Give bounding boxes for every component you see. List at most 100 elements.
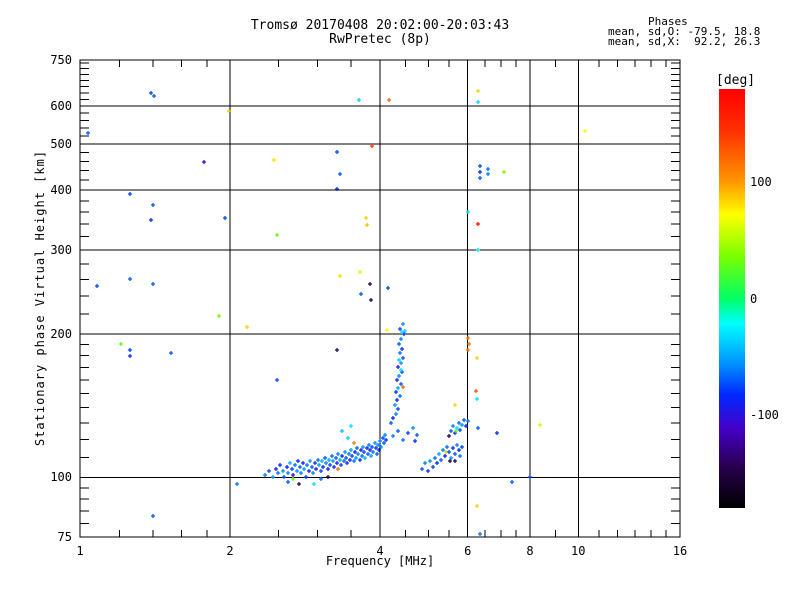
x-axis-label: Frequency [MHz] [325,554,435,568]
data-point [474,389,478,393]
data-point [338,172,342,176]
data-point [457,448,461,452]
data-point [466,210,470,214]
data-point [217,314,221,318]
data-point [272,158,276,162]
data-point [365,446,369,450]
data-point [128,192,132,196]
data-point [286,471,290,475]
data-point [319,469,323,473]
data-point [400,347,404,351]
data-point [223,216,227,220]
data-point [298,465,302,469]
data-point [332,465,336,469]
data-point [128,348,132,352]
y-tick-label: 500 [50,136,72,151]
data-point [467,342,471,346]
data-point [476,222,480,226]
data-point [275,233,279,237]
data-point [478,170,482,174]
data-point [356,452,360,456]
data-point [355,446,359,450]
data-point [376,443,380,447]
y-tick-label: 100 [50,470,72,485]
data-point [401,356,405,360]
plot-border [79,59,681,538]
data-point [319,477,323,481]
x-tick-label: 2 [226,544,234,558]
data-point [423,461,427,465]
data-point [455,426,459,430]
data-point [387,98,391,102]
data-point [402,332,406,336]
data-point [235,482,239,486]
data-point [454,429,458,433]
data-point [313,461,317,465]
colorbar-label: [deg] [716,73,756,88]
data-point [448,459,452,463]
data-point [267,469,271,473]
data-point [276,471,280,475]
data-point [538,423,542,427]
data-point [369,298,373,302]
data-point [360,454,364,458]
data-point [449,429,453,433]
data-point [395,398,399,402]
data-point [301,461,305,465]
x-tick-label: 1 [76,544,84,558]
data-point [381,436,385,440]
data-point [486,172,490,176]
data-point [340,454,344,458]
data-point [476,89,480,93]
data-point [288,461,292,465]
data-point [449,456,453,460]
data-point [339,463,343,467]
data-point [307,469,311,473]
data-point [478,176,482,180]
data-point [394,390,398,394]
data-point [462,418,466,422]
data-point [291,477,295,481]
data-point [451,424,455,428]
data-point [399,368,403,372]
data-point [271,475,275,479]
data-point [377,448,381,452]
data-point [478,532,482,536]
colorbar-tick-label: 0 [750,291,758,306]
data-point [397,358,401,362]
data-point [335,187,339,191]
data-point [476,248,480,252]
data-point [357,98,361,102]
data-point [401,438,405,442]
data-point [458,428,462,432]
data-point [502,170,506,174]
data-point [466,419,470,423]
data-point [397,374,401,378]
data-point [373,441,377,445]
data-point [275,378,279,382]
data-point [368,448,372,452]
x-tick-label: 10 [571,544,586,558]
data-point [398,327,402,331]
data-point [316,458,320,462]
data-point [383,433,387,437]
data-point [447,434,451,438]
data-point [326,467,330,471]
data-point [305,463,309,467]
data-point [466,336,470,340]
y-tick-label: 300 [50,242,72,257]
data-point [340,429,344,433]
data-point [227,109,231,113]
data-point [394,412,398,416]
data-point [399,361,403,365]
data-point [119,342,123,346]
data-point [324,461,328,465]
data-point [396,429,400,433]
data-point [321,465,325,469]
data-point [366,452,370,456]
data-point [344,456,348,460]
data-point [475,356,479,360]
data-point [326,475,330,479]
data-point [346,436,350,440]
